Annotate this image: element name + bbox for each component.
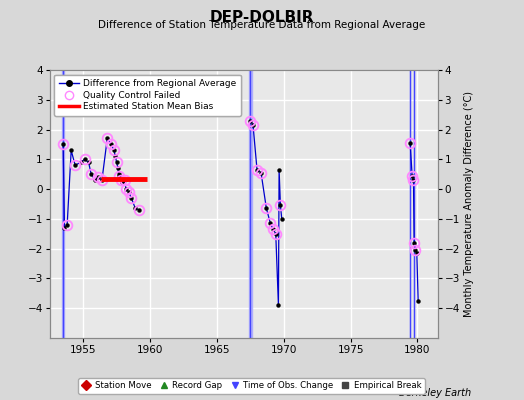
Text: Berkeley Earth: Berkeley Earth: [399, 388, 472, 398]
Bar: [249, 70, 252, 338]
Text: Difference of Station Temperature Data from Regional Average: Difference of Station Temperature Data f…: [99, 20, 425, 30]
Y-axis label: Monthly Temperature Anomaly Difference (°C): Monthly Temperature Anomaly Difference (…: [464, 91, 474, 317]
Text: DEP-DOLBIR: DEP-DOLBIR: [210, 10, 314, 25]
Legend: Difference from Regional Average, Quality Control Failed, Estimated Station Mean: Difference from Regional Average, Qualit…: [54, 74, 241, 116]
Legend: Station Move, Record Gap, Time of Obs. Change, Empirical Break: Station Move, Record Gap, Time of Obs. C…: [78, 378, 425, 394]
Bar: [62, 70, 64, 338]
